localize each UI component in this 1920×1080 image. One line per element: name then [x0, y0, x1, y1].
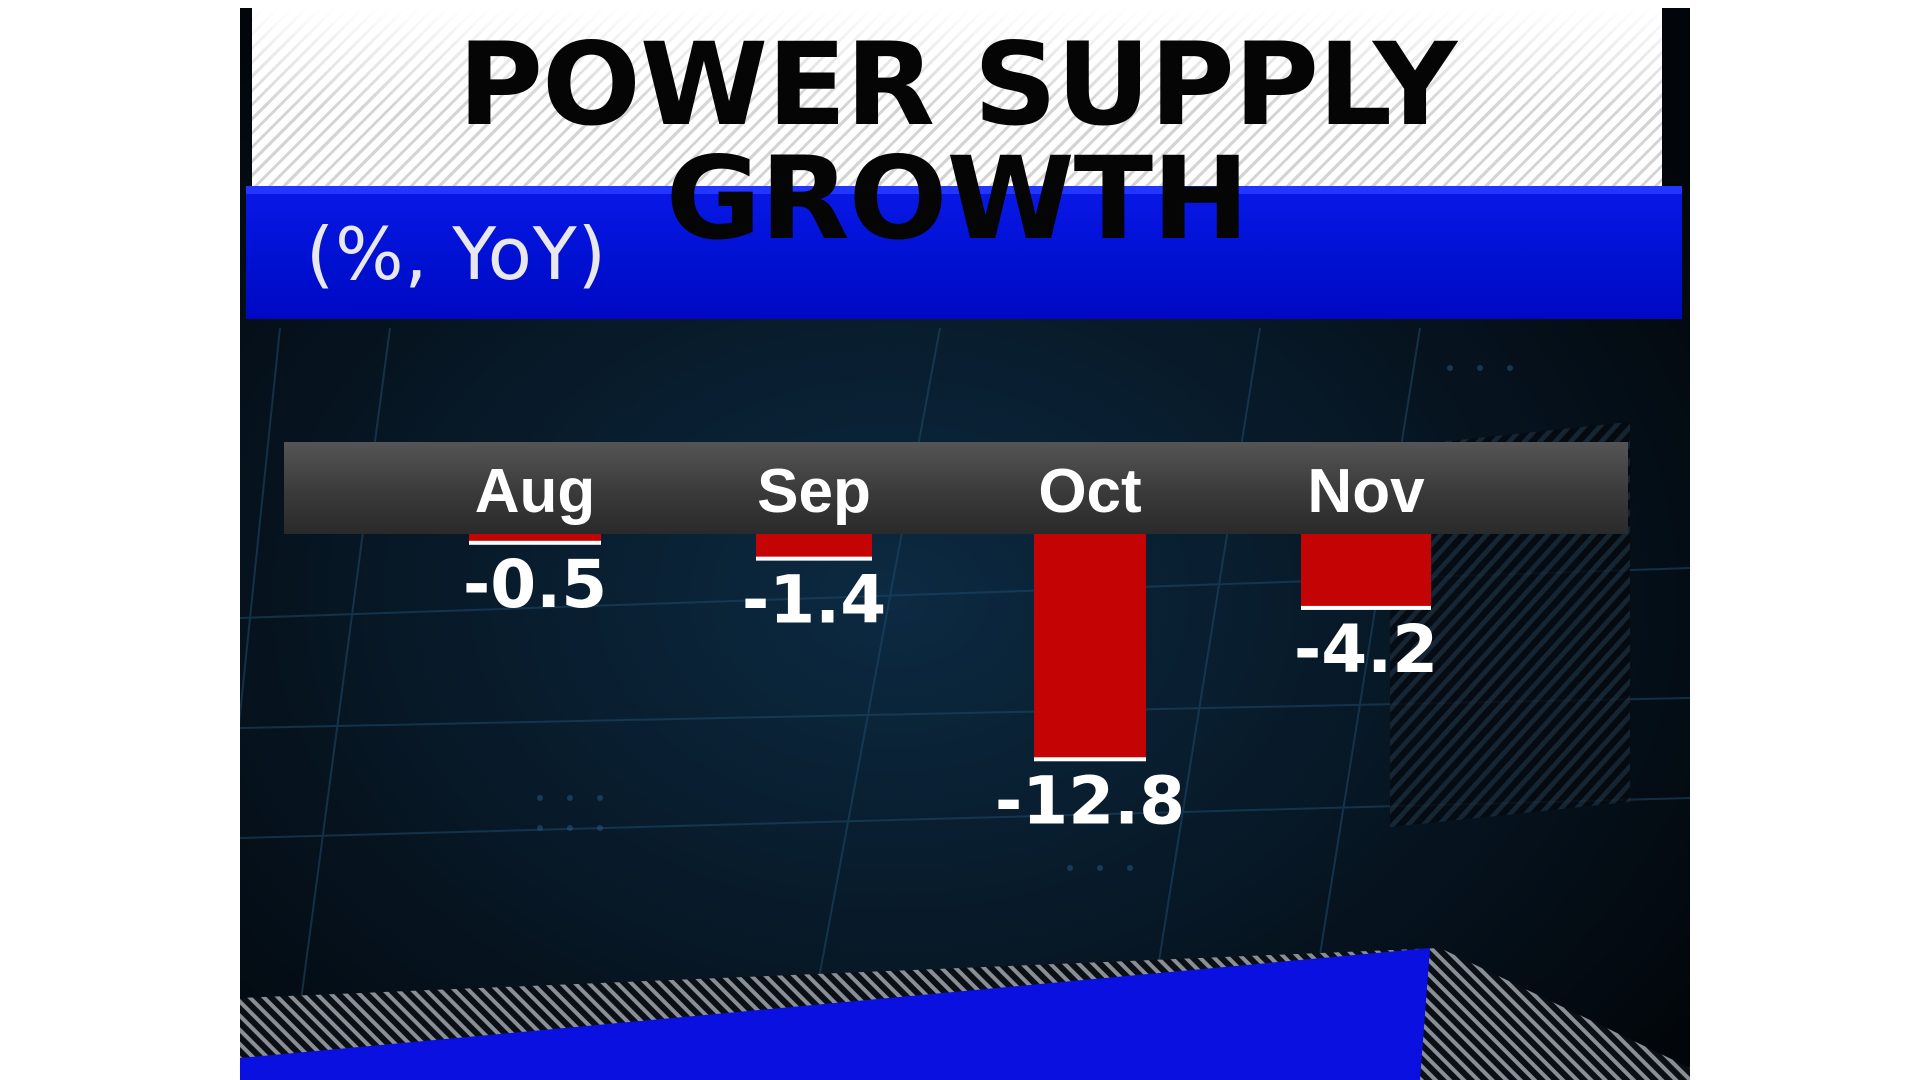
bar-oct [1034, 534, 1146, 760]
value-label-oct: -12.8 [995, 762, 1185, 839]
category-label-oct: Oct [1038, 457, 1141, 526]
category-label-nov: Nov [1307, 457, 1425, 526]
category-strip [284, 442, 1628, 534]
bar-chart: Aug -0.5 Sep -1.4 Oct -12.8 Nov -4.2 [463, 457, 1438, 839]
bar-base-edge-oct [1034, 757, 1146, 762]
bar-aug [469, 534, 601, 543]
bottom-decoration [240, 948, 1690, 1080]
value-label-sep: -1.4 [742, 562, 886, 639]
bar-nov [1301, 534, 1431, 608]
bar-base-edge-aug [469, 540, 601, 545]
bar-base-edge-nov [1301, 605, 1431, 610]
title-band: POWER SUPPLY GROWTH [252, 8, 1662, 256]
bar-sep [756, 534, 872, 559]
subtitle-band: (%, YoY) [246, 186, 1682, 319]
category-label-aug: Aug [475, 457, 596, 526]
chart-frame: POWER SUPPLY GROWTH (%, YoY) Aug -0.5 Sep -… [240, 8, 1690, 1080]
value-label-aug: -0.5 [463, 546, 607, 623]
chart-title: POWER SUPPLY GROWTH [457, 18, 1457, 265]
chart-subtitle: (%, YoY) [306, 212, 607, 296]
bar-base-edge-sep [756, 556, 872, 561]
category-label-sep: Sep [757, 457, 871, 526]
value-label-nov: -4.2 [1294, 611, 1438, 688]
